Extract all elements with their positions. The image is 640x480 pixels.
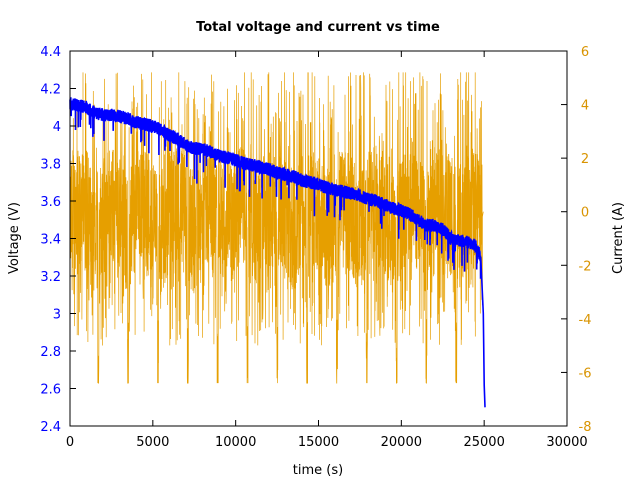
y2-tick-label: 6 bbox=[581, 45, 589, 60]
y-tick-label: 3.8 bbox=[40, 158, 61, 173]
y-axis-label: Voltage (V) bbox=[7, 202, 22, 274]
y-tick-label: 2.4 bbox=[40, 420, 61, 435]
y-tick-label: 3.4 bbox=[40, 233, 61, 248]
chart-title: Total voltage and current vs time bbox=[196, 20, 440, 35]
y2-tick-label: 2 bbox=[581, 152, 589, 167]
voltage-line bbox=[69, 97, 486, 408]
y-tick-label: 4.2 bbox=[40, 83, 61, 98]
y2-tick-label: -2 bbox=[579, 259, 592, 274]
x-tick-label: 10000 bbox=[215, 435, 256, 450]
y2-tick-label: 0 bbox=[581, 206, 589, 221]
x-tick-label: 15000 bbox=[298, 435, 339, 450]
y2-tick-label: -8 bbox=[579, 420, 592, 435]
x-tick-label: 30000 bbox=[546, 435, 587, 450]
x-tick-label: 25000 bbox=[463, 435, 504, 450]
y2-tick-label: 4 bbox=[581, 99, 589, 114]
x-axis-label: time (s) bbox=[293, 463, 343, 478]
y-tick-label: 3.6 bbox=[40, 195, 61, 210]
y-tick-label: 2.6 bbox=[40, 383, 61, 398]
y-tick-label: 3 bbox=[53, 308, 61, 323]
x-tick-label: 20000 bbox=[381, 435, 422, 450]
y2-tick-label: -4 bbox=[579, 313, 592, 328]
y-tick-label: 4 bbox=[53, 120, 61, 135]
y2-tick-label: -6 bbox=[579, 366, 592, 381]
y2-axis-label: Current (A) bbox=[611, 202, 626, 274]
y-tick-label: 2.8 bbox=[40, 345, 61, 360]
y-tick-label: 3.2 bbox=[40, 270, 61, 285]
axis-ticks: 0 5000 10000 15000 20000 25000 30000 2.4 2.6 2.8 3… bbox=[40, 45, 591, 450]
voltage-series bbox=[69, 97, 486, 408]
x-tick-label: 5000 bbox=[136, 435, 169, 450]
y-tick-label: 4.4 bbox=[40, 45, 61, 60]
current-line bbox=[69, 72, 484, 384]
current-series bbox=[69, 72, 484, 384]
x-tick-label: 0 bbox=[66, 435, 74, 450]
